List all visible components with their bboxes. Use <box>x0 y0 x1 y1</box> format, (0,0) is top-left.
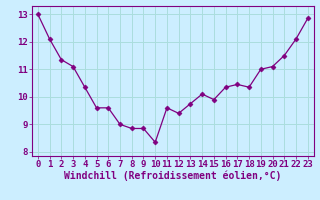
X-axis label: Windchill (Refroidissement éolien,°C): Windchill (Refroidissement éolien,°C) <box>64 171 282 181</box>
